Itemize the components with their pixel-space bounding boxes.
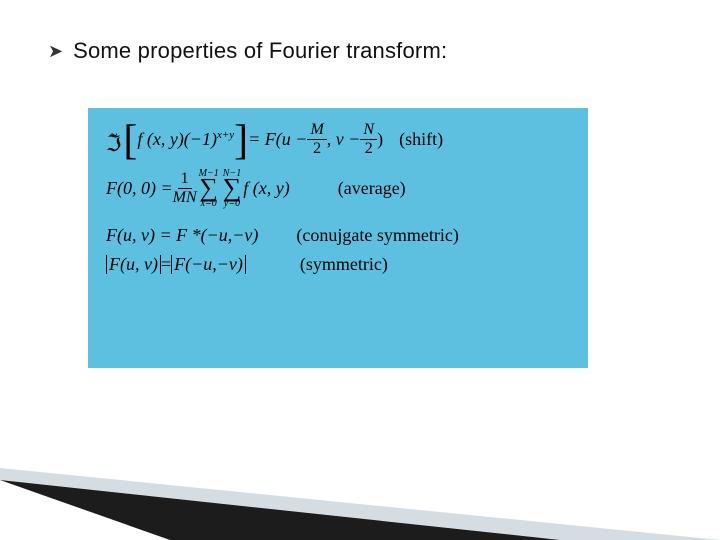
sum-x-icon: M−1 ∑ x=0 — [199, 169, 219, 208]
shift-frac-M2: M 2 — [307, 122, 326, 157]
shift-inner-prefix: f (x, y)(−1) — [137, 129, 217, 149]
avg-coef-frac: 1 MN — [173, 171, 197, 206]
heading-row: ➤ Some properties of Fourier transform: — [48, 38, 447, 64]
avg-lhs: F(0, 0) = — [106, 179, 173, 198]
sum-y-icon: N−1 ∑ y=0 — [223, 169, 242, 208]
math-box: ~ ℑ [ f (x, y)(−1)x+y ] = F(u − M 2 , v … — [88, 108, 588, 368]
shift-rhs-suffix: ) — [377, 130, 383, 149]
decorative-wedge-cut — [0, 480, 170, 540]
sym-eq: = — [161, 255, 171, 274]
bracket-open: [ — [123, 127, 137, 156]
heading-text: Some properties of Fourier transform: — [73, 38, 447, 64]
shift-rhs-mid: , v − — [327, 130, 361, 149]
sym-label: (symmetric) — [300, 255, 388, 274]
equation-sym: F(u, v) = F(−u,−v) (symmetric) — [106, 255, 570, 274]
slide: ➤ Some properties of Fourier transform: … — [0, 0, 720, 540]
bullet-icon: ➤ — [48, 41, 63, 62]
sym-rhs-abs: F(−u,−v) — [171, 255, 246, 274]
shift-frac-N2: N 2 — [360, 122, 377, 157]
equation-average: F(0, 0) = 1 MN M−1 ∑ x=0 N−1 ∑ y=0 f (x,… — [106, 169, 570, 208]
shift-rhs-prefix: = F(u − — [248, 130, 307, 149]
bracket-close: ] — [234, 127, 248, 156]
equation-shift: ~ ℑ [ f (x, y)(−1)x+y ] = F(u − M 2 , v … — [106, 122, 570, 157]
conjsym-text: F(u, v) = F *(−u,−v) — [106, 226, 258, 245]
equation-conjsym: F(u, v) = F *(−u,−v) (conujgate symmetri… — [106, 226, 570, 245]
conjsym-label: (conujgate symmetric) — [296, 226, 458, 245]
fourier-operator-icon: ~ ℑ — [106, 129, 121, 151]
avg-term: f (x, y) — [243, 179, 289, 198]
shift-exponent: x+y — [217, 129, 234, 141]
avg-label: (average) — [338, 179, 406, 198]
sym-lhs-abs: F(u, v) — [106, 255, 161, 274]
shift-label: (shift) — [399, 130, 443, 149]
